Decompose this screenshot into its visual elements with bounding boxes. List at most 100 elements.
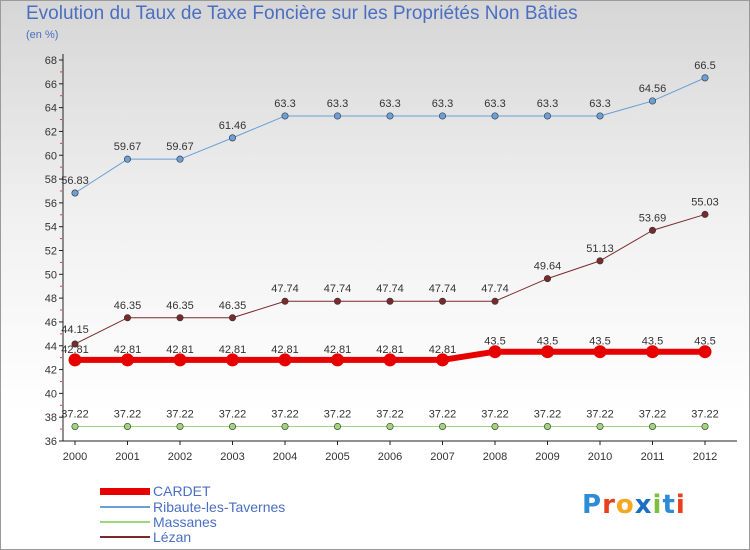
data-point: [596, 422, 604, 430]
data-point: [124, 422, 132, 430]
data-label: 43.5: [537, 336, 558, 348]
y-tick-label: 52: [45, 246, 57, 258]
y-tick-label: 68: [45, 55, 57, 67]
data-point: [173, 353, 187, 367]
data-point: [438, 297, 446, 305]
data-point: [438, 112, 446, 120]
data-label: 37.22: [166, 408, 194, 420]
data-point: [698, 345, 712, 359]
data-label: 63.3: [589, 98, 610, 110]
legend-swatch-ribaute: [100, 506, 150, 508]
data-point: [281, 422, 289, 430]
data-point: [438, 422, 446, 430]
data-point: [648, 97, 656, 105]
data-label: 37.22: [61, 408, 89, 420]
logo-letter: P: [582, 490, 603, 520]
y-tick-label: 44: [45, 341, 57, 353]
data-point: [124, 155, 132, 163]
data-label: 37.22: [534, 408, 562, 420]
data-point: [543, 112, 551, 120]
legend-swatch-cardet: [100, 488, 150, 495]
data-label: 37.22: [481, 408, 509, 420]
data-point: [386, 112, 394, 120]
data-point: [71, 422, 79, 430]
data-point: [281, 297, 289, 305]
data-label: 63.3: [484, 98, 505, 110]
data-label: 37.22: [691, 408, 719, 420]
data-point: [596, 112, 604, 120]
data-point: [226, 353, 239, 367]
data-label: 44.15: [61, 324, 89, 336]
y-tick-label: 50: [45, 269, 57, 281]
x-tick-label: 2005: [325, 451, 349, 463]
y-tick-label: 36: [45, 436, 57, 448]
data-label: 47.74: [324, 283, 352, 295]
data-point: [229, 134, 237, 142]
data-label: 42.81: [61, 344, 89, 356]
logo-letter: r: [602, 490, 616, 520]
data-label: 66.5: [694, 60, 715, 72]
data-point: [176, 314, 184, 322]
data-label: 42.81: [271, 344, 299, 356]
data-label: 47.74: [429, 283, 457, 295]
data-point: [383, 353, 397, 367]
data-label: 37.22: [324, 408, 352, 420]
data-point: [333, 297, 341, 305]
x-tick-label: 2004: [273, 451, 297, 463]
x-tick-label: 2012: [693, 451, 717, 463]
data-point: [333, 112, 341, 120]
data-label: 37.22: [271, 408, 299, 420]
data-point: [281, 112, 289, 120]
data-label: 37.22: [114, 408, 142, 420]
logo-letter: o: [615, 490, 635, 520]
y-tick-label: 64: [45, 103, 57, 115]
x-tick-label: 2003: [220, 451, 244, 463]
logo-letter: x: [634, 490, 653, 520]
data-label: 42.81: [376, 344, 404, 356]
data-point: [648, 226, 656, 234]
proxiti-logo: Proxiti: [582, 490, 686, 520]
data-point: [229, 314, 237, 322]
data-point: [331, 353, 344, 367]
y-tick-label: 60: [45, 150, 57, 162]
data-label: 46.35: [114, 300, 142, 312]
data-label: 46.35: [166, 300, 194, 312]
data-point: [176, 422, 184, 430]
y-tick-label: 54: [45, 222, 57, 234]
data-point: [543, 275, 551, 283]
legend-label-cardet: CARDET: [153, 483, 211, 499]
data-label: 42.81: [166, 344, 194, 356]
chart-unit-label: (en %): [26, 29, 59, 41]
data-point: [229, 422, 237, 430]
x-tick-label: 2008: [483, 451, 507, 463]
legend-label-massanes: Massanes: [153, 514, 217, 530]
data-point: [491, 112, 499, 120]
x-tick-label: 2002: [168, 451, 192, 463]
data-label: 63.3: [327, 98, 348, 110]
logo-letter: i: [652, 490, 663, 520]
data-label: 63.3: [379, 98, 400, 110]
data-point: [488, 345, 502, 359]
x-tick-label: 2001: [115, 451, 139, 463]
data-label: 53.69: [639, 212, 667, 224]
data-label: 59.67: [166, 141, 194, 153]
data-point: [71, 340, 79, 348]
x-tick-label: 2006: [378, 451, 402, 463]
data-label: 43.5: [642, 336, 663, 348]
data-point: [701, 74, 709, 82]
data-label: 61.46: [219, 120, 247, 132]
data-label: 51.13: [586, 243, 614, 255]
data-label: 42.81: [219, 344, 247, 356]
y-tick-label: 58: [45, 174, 57, 186]
data-point: [436, 353, 449, 367]
y-tick-label: 62: [45, 126, 57, 138]
data-point: [593, 345, 607, 359]
data-point: [71, 189, 79, 197]
y-tick-label: 66: [45, 79, 57, 91]
data-label: 42.81: [324, 344, 352, 356]
data-point: [701, 210, 709, 218]
data-point: [121, 353, 134, 367]
y-tick-label: 56: [45, 198, 57, 210]
data-label: 37.22: [586, 408, 614, 420]
